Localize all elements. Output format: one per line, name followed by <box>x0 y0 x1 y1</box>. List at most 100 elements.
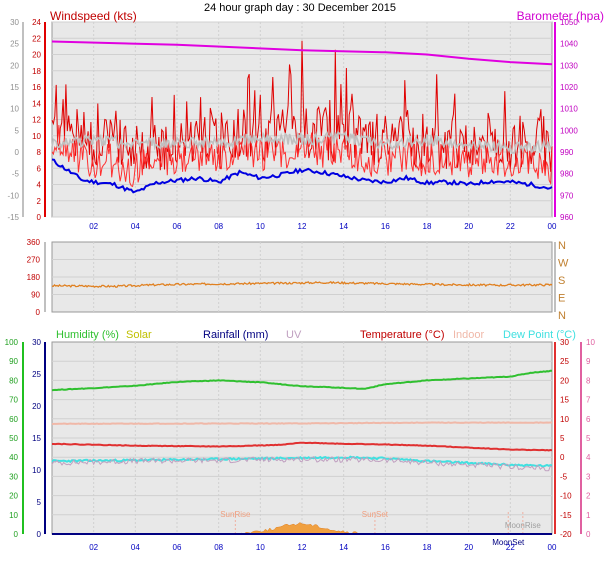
baro-tick-label: 970 <box>560 191 574 200</box>
chart-title: 24 hour graph day : 30 December 2015 <box>204 2 396 14</box>
outer-tick-label: 0 <box>15 148 20 157</box>
outer-tick-label: 30 <box>10 18 19 27</box>
annotation-label: SunSet <box>362 510 389 519</box>
hour-tick-label: 02 <box>89 222 98 231</box>
temp-tick-label: -10 <box>560 492 572 501</box>
outer-tick-label: -10 <box>7 191 19 200</box>
avg-wind-series <box>51 158 553 194</box>
humidity-tick-label: 40 <box>9 453 18 462</box>
humidity-tick-label: 100 <box>5 338 19 347</box>
outer-tick-label: 20 <box>10 61 19 70</box>
hour-tick-label: 10 <box>256 543 265 552</box>
uv-tick-label: 2 <box>586 492 591 501</box>
hour-tick-label: 12 <box>298 222 307 231</box>
compass-label: W <box>558 258 569 270</box>
hour-tick-label: 02 <box>89 543 98 552</box>
hour-tick-label: 12 <box>298 543 307 552</box>
humidity-tick-label: 50 <box>9 434 18 443</box>
temperature-series <box>52 441 553 452</box>
temp-tick-label: 25 <box>560 357 569 366</box>
outer-tick-label: 25 <box>10 40 19 49</box>
legend-item: UV <box>286 329 302 341</box>
humidity-tick-label: 0 <box>14 530 19 539</box>
legend-item: Temperature (°C) <box>360 329 444 341</box>
hour-tick-label: 06 <box>173 222 182 231</box>
legend-item: Solar <box>126 329 152 341</box>
hour-tick-label: 18 <box>423 543 432 552</box>
compass-label: N <box>558 240 566 252</box>
rain-tick-label: 25 <box>32 370 41 379</box>
temp-tick-label: 15 <box>560 396 569 405</box>
outer-tick-label: 5 <box>15 126 20 135</box>
baro-tick-label: 1010 <box>560 105 578 114</box>
compass-label: S <box>558 275 565 287</box>
humidity-series <box>51 369 553 392</box>
wind-panel: Windspeed (kts) Barometer (hpa) 24222018… <box>7 9 604 231</box>
wind-tick-label: 18 <box>32 67 41 76</box>
rain-tick-label: 5 <box>37 498 42 507</box>
hour-tick-label: 04 <box>131 222 140 231</box>
temp-tick-label: 30 <box>560 338 569 347</box>
temp-tick-label: -15 <box>560 511 572 520</box>
annotation-label: MoonSet <box>492 538 525 547</box>
hour-tick-label: 04 <box>131 543 140 552</box>
humidity-tick-label: 30 <box>9 472 18 481</box>
hour-tick-label: 22 <box>506 222 515 231</box>
dir-tick-label: 180 <box>27 273 41 282</box>
wind-tick-label: 8 <box>37 148 42 157</box>
hour-tick-label: 16 <box>381 222 390 231</box>
wind-tick-label: 14 <box>32 99 41 108</box>
humidity-tick-label: 70 <box>9 396 18 405</box>
hour-tick-label: 08 <box>214 222 223 231</box>
rain-tick-label: 20 <box>32 402 41 411</box>
wind-tick-label: 16 <box>32 83 41 92</box>
compass-label: E <box>558 293 565 305</box>
baro-tick-label: 1030 <box>560 61 578 70</box>
humidity-tick-label: 10 <box>9 511 18 520</box>
baro-tick-label: 1000 <box>560 126 578 135</box>
legend-item: Humidity (%) <box>56 329 119 341</box>
hour-tick-label: 20 <box>464 543 473 552</box>
baro-tick-label: 1040 <box>560 40 578 49</box>
hour-tick-label: 20 <box>464 222 473 231</box>
wind-tick-label: 24 <box>32 18 41 27</box>
wind-tick-label: 10 <box>32 132 41 141</box>
hour-tick-label: 10 <box>256 222 265 231</box>
rain-tick-label: 10 <box>32 466 41 475</box>
uv-tick-label: 6 <box>586 415 591 424</box>
rain-tick-label: 0 <box>37 530 42 539</box>
weather-panel: Humidity (%) Solar Rainfall (mm) UV Temperat… <box>5 329 596 552</box>
temp-tick-label: -20 <box>560 530 572 539</box>
hour-tick-label: 18 <box>423 222 432 231</box>
annotation-label: MoonRise <box>505 521 542 530</box>
hour-tick-label: 06 <box>173 543 182 552</box>
wind-tick-label: 12 <box>32 116 41 125</box>
hour-tick-label: 14 <box>339 543 348 552</box>
uv-tick-label: 8 <box>586 376 591 385</box>
gust-series <box>51 40 553 174</box>
uv-tick-label: 7 <box>586 396 591 405</box>
uv-tick-label: 1 <box>586 511 591 520</box>
humidity-tick-label: 90 <box>9 357 18 366</box>
dir-tick-label: 0 <box>36 308 41 317</box>
outer-tick-label: 10 <box>10 105 19 114</box>
annotation-label: SunRise <box>220 510 251 519</box>
uv-tick-label: 5 <box>586 434 591 443</box>
barometer-series <box>51 40 553 66</box>
hour-tick-label: 22 <box>506 543 515 552</box>
wind-tick-label: 4 <box>37 181 42 190</box>
uv-series <box>51 455 553 472</box>
outer-tick-label: 15 <box>10 83 19 92</box>
hour-tick-label: 08 <box>214 543 223 552</box>
hour-tick-label: 00 <box>548 222 557 231</box>
dir-tick-label: 360 <box>27 238 41 247</box>
uv-tick-label: 3 <box>586 472 591 481</box>
baro-tick-label: 980 <box>560 170 574 179</box>
wind-tick-label: 6 <box>37 164 42 173</box>
baro-tick-label: 990 <box>560 148 574 157</box>
dewpoint-series <box>51 455 553 468</box>
uv-tick-label: 10 <box>586 338 595 347</box>
temp-tick-label: 0 <box>560 453 565 462</box>
